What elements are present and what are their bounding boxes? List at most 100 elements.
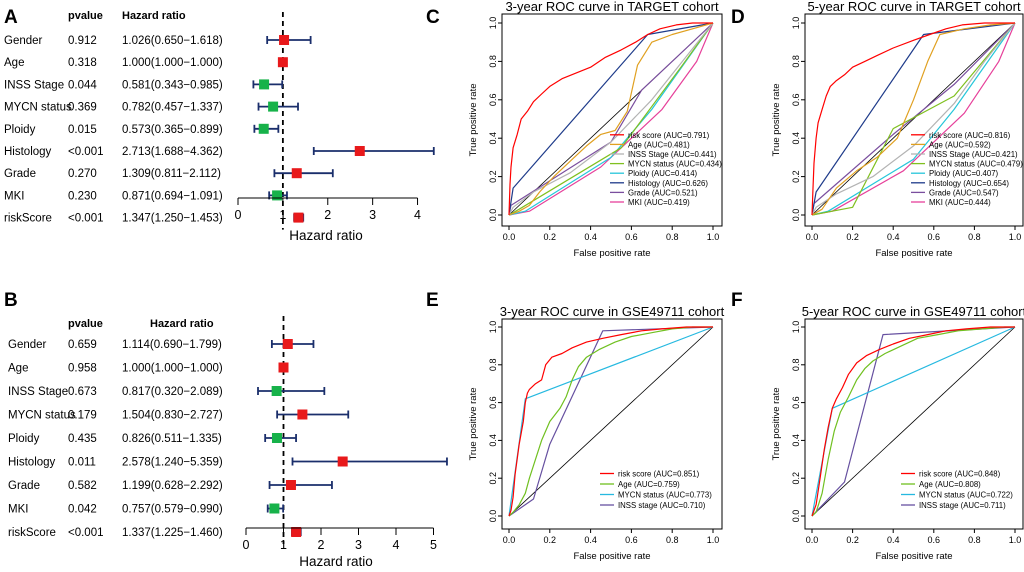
forest-a-hr-marker [277,57,288,68]
forest-b-row-hr-text: 1.114(0.690−1.799) [122,339,222,351]
forest-b-row-name: Gender [8,339,47,351]
roc-e-y-tick-label: 0.0 [488,510,498,523]
forest-a-row-pvalue: 0.044 [68,79,97,91]
roc-d-y-tick-label: 0.0 [791,209,801,222]
forest-a-row-name: Ploidy [4,124,36,136]
forest-b-hr-marker [271,433,282,443]
roc-d-x-tick-label: 0.2 [846,232,859,242]
roc-e-legend-label: MYCN status (AUC=0.773) [618,491,712,500]
roc-c-title: 3-year ROC curve in TARGET cohort [505,0,719,14]
forest-b-row-pvalue: 0.958 [68,363,97,375]
panel-letter-c: C [426,7,440,28]
roc-plot-c: 3-year ROC curve in TARGET cohort 0.0 0.2 0… [468,0,723,259]
roc-c-series-mycn-status [508,22,714,216]
forest-a-row-pvalue: 0.912 [68,35,97,47]
forest-b-row-name: Grade [8,480,40,492]
roc-c-x-tick-label: 0.6 [625,232,638,242]
forest-a-x-tick-label: 1 [279,208,286,222]
roc-e-y-tick-label: 0.6 [488,396,498,409]
forest-a-row-hr-text: 1.309(0.811−2.112) [122,168,221,180]
forest-a-row-name: Gender [4,35,43,47]
roc-d-frame [804,13,1024,227]
forest-b-hr-header: Hazard ratio [150,318,214,330]
roc-f-xlabel: False positive rate [875,551,952,562]
forest-a-row-pvalue: 0.230 [68,190,97,202]
roc-e-x-tick-label: 0.4 [584,535,597,545]
roc-d-y-tick-label: 0.8 [791,55,801,68]
forest-a-row-name: Age [4,57,24,69]
forest-a-row-pvalue: 0.015 [68,124,97,136]
roc-d-legend-label: INSS Stage (AUC=0.421) [929,150,1018,159]
forest-a-hr-marker [279,35,290,45]
forest-b-x-tick-label: 5 [430,538,437,552]
roc-c-series-ploidy [508,22,714,216]
roc-f-x-tick-label: 0.2 [846,535,859,545]
forest-b-row-hr-text: 1.337(1.225−1.460) [122,527,223,539]
roc-c-ylabel: True positive rate [468,83,479,156]
panel-letter-b: B [4,290,18,311]
roc-f-x-tick-label: 0.4 [887,535,900,545]
forest-b-row-hr-text: 1.504(0.830−2.727) [122,410,223,422]
roc-c-legend-label: Grade (AUC=0.521) [628,188,698,197]
forest-b-row-pvalue: 0.011 [68,457,96,469]
roc-e-series-risk-score [508,326,713,517]
roc-d-x-tick-label: 0.0 [806,232,819,242]
roc-f-diagonal [811,326,1016,517]
roc-c-y-tick-label: 0.6 [488,94,498,107]
forest-b-row-pvalue: 0.435 [68,433,97,445]
roc-e-x-tick-label: 1.0 [707,535,720,545]
roc-d-x-tick-label: 0.8 [968,232,981,242]
roc-e-y-tick-label: 0.8 [488,359,498,372]
roc-e-y-tick-label: 1.0 [488,321,498,334]
roc-c-series-age [508,22,714,216]
forest-plot-b: pvalue Hazard ratio Hazard ratio Gender 0… [8,316,448,569]
forest-a-row-name: riskScore [4,213,52,225]
forest-a-row-pvalue: <0.001 [68,146,104,158]
panel-letter-d: D [731,7,745,28]
roc-c-legend-label: Histology (AUC=0.626) [628,179,708,188]
forest-a-row-name: MKI [4,190,24,202]
roc-e-y-tick-label: 0.4 [488,434,498,447]
forest-a-hr-marker [259,79,270,90]
forest-b-row-pvalue: 0.673 [68,386,97,398]
forest-b-row-name: MKI [8,504,28,516]
roc-c-legend-label: risk score (AUC=0.791) [628,131,710,140]
roc-c-series-mki [508,22,714,216]
forest-b-hr-marker [282,339,293,349]
forest-b-row-pvalue: <0.001 [68,527,104,539]
forest-b-hr-marker [337,456,348,467]
forest-a-row-hr-text: 2.713(1.688−4.362) [122,146,223,158]
roc-d-series-age [811,22,1016,216]
roc-f-y-tick-label: 1.0 [791,321,801,334]
forest-b-hr-marker [285,480,296,490]
roc-e-x-tick-label: 0.8 [666,535,679,545]
forest-b-row-hr-text: 2.578(1.240−5.359) [122,457,223,469]
roc-d-legend-label: MKI (AUC=0.444) [929,198,991,207]
roc-c-x-tick-label: 0.2 [544,232,557,242]
forest-a-hr-marker [291,168,302,179]
roc-f-ylabel: True positive rate [771,387,782,460]
roc-c-frame [501,13,723,227]
forest-b-hr-marker [291,527,302,537]
forest-a-row-hr-text: 1.000(1.000−1.000) [122,57,223,69]
roc-f-y-tick-label: 0.6 [791,396,801,409]
roc-d-legend-label: MYCN status (AUC=0.479) [929,160,1023,169]
forest-b-hr-marker [271,386,282,396]
forest-b-x-tick-label: 1 [280,538,287,552]
forest-b-hr-marker [278,362,289,373]
roc-d-series-inss-stage [811,22,1016,216]
forest-b-row-pvalue: 0.582 [68,480,97,492]
forest-b-x-tick-label: 0 [243,538,250,552]
roc-d-diagonal [811,22,1016,216]
forest-b-row-hr-text: 1.199(0.628−2.292) [122,480,223,492]
roc-d-x-tick-label: 1.0 [1009,232,1022,242]
forest-a-x-tick-label: 0 [235,208,242,222]
roc-d-x-tick-label: 0.6 [928,232,941,242]
forest-a-xlabel: Hazard ratio [289,228,363,243]
forest-a-hr-marker [354,146,365,156]
forest-a-hr-header: Hazard ratio [122,10,186,22]
forest-b-xlabel: Hazard ratio [299,554,373,569]
roc-c-series-histology [508,22,714,216]
forest-a-row-hr-text: 0.871(0.694−1.091) [122,190,223,202]
